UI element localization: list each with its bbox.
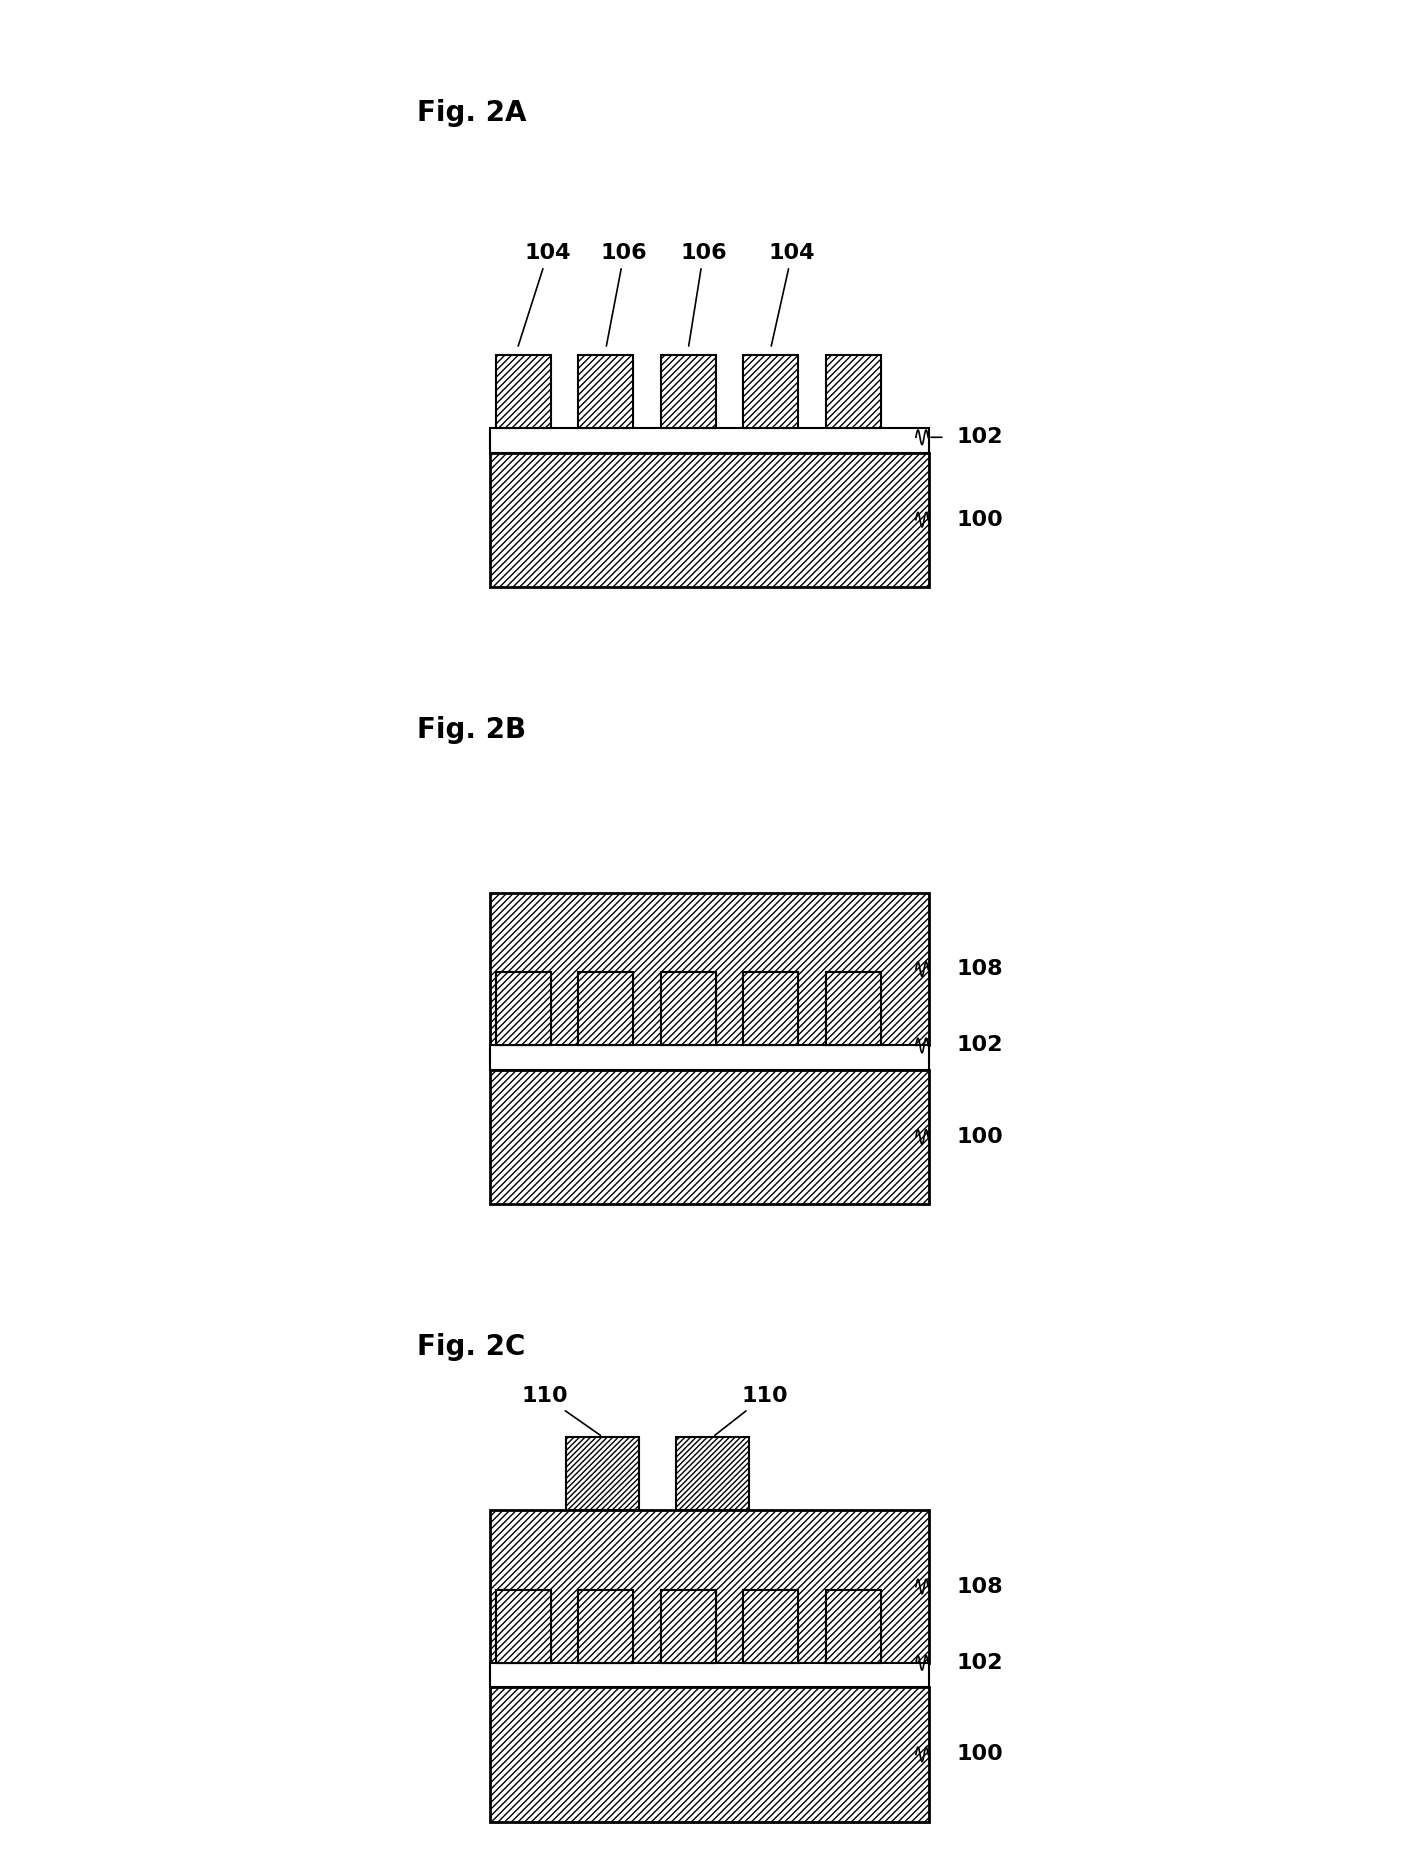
- FancyBboxPatch shape: [495, 1589, 552, 1662]
- FancyBboxPatch shape: [495, 355, 552, 428]
- Text: 106: 106: [680, 244, 727, 346]
- Text: Fig. 2B: Fig. 2B: [416, 716, 526, 744]
- Text: 104: 104: [768, 244, 815, 346]
- FancyBboxPatch shape: [578, 355, 633, 428]
- FancyBboxPatch shape: [675, 1437, 750, 1510]
- Text: 100: 100: [957, 509, 1003, 530]
- Text: 102: 102: [957, 1653, 1003, 1673]
- FancyBboxPatch shape: [743, 1589, 798, 1662]
- FancyBboxPatch shape: [495, 972, 552, 1045]
- FancyBboxPatch shape: [661, 972, 716, 1045]
- FancyBboxPatch shape: [743, 972, 798, 1045]
- Bar: [490, 1045, 930, 1071]
- Bar: [490, 1662, 930, 1688]
- FancyBboxPatch shape: [826, 1589, 881, 1662]
- FancyBboxPatch shape: [495, 1589, 552, 1662]
- FancyBboxPatch shape: [743, 972, 798, 1045]
- FancyBboxPatch shape: [490, 452, 930, 587]
- FancyBboxPatch shape: [578, 1589, 633, 1662]
- Bar: [490, 428, 930, 452]
- Text: 102: 102: [957, 1035, 1003, 1056]
- Text: 108: 108: [957, 959, 1003, 980]
- FancyBboxPatch shape: [743, 1589, 798, 1662]
- FancyBboxPatch shape: [661, 355, 716, 428]
- FancyBboxPatch shape: [826, 1589, 881, 1662]
- FancyBboxPatch shape: [578, 972, 633, 1045]
- FancyBboxPatch shape: [661, 1589, 716, 1662]
- Text: 100: 100: [957, 1744, 1003, 1764]
- Text: 108: 108: [957, 1576, 1003, 1597]
- Text: 110: 110: [522, 1387, 601, 1435]
- FancyBboxPatch shape: [490, 892, 930, 1045]
- FancyBboxPatch shape: [661, 972, 716, 1045]
- FancyBboxPatch shape: [578, 972, 633, 1045]
- FancyBboxPatch shape: [743, 355, 798, 428]
- FancyBboxPatch shape: [495, 972, 552, 1045]
- Text: 106: 106: [601, 244, 647, 346]
- FancyBboxPatch shape: [490, 1510, 930, 1662]
- FancyBboxPatch shape: [826, 972, 881, 1045]
- Text: Fig. 2A: Fig. 2A: [416, 99, 526, 126]
- FancyBboxPatch shape: [826, 355, 881, 428]
- Text: 102: 102: [957, 428, 1003, 448]
- FancyBboxPatch shape: [490, 1688, 930, 1822]
- Text: 104: 104: [518, 244, 571, 346]
- FancyBboxPatch shape: [566, 1437, 639, 1510]
- FancyBboxPatch shape: [661, 1589, 716, 1662]
- FancyBboxPatch shape: [578, 1589, 633, 1662]
- Text: 100: 100: [957, 1127, 1003, 1147]
- Text: 110: 110: [715, 1387, 788, 1435]
- FancyBboxPatch shape: [490, 1071, 930, 1205]
- Text: Fig. 2C: Fig. 2C: [416, 1333, 525, 1361]
- FancyBboxPatch shape: [826, 972, 881, 1045]
